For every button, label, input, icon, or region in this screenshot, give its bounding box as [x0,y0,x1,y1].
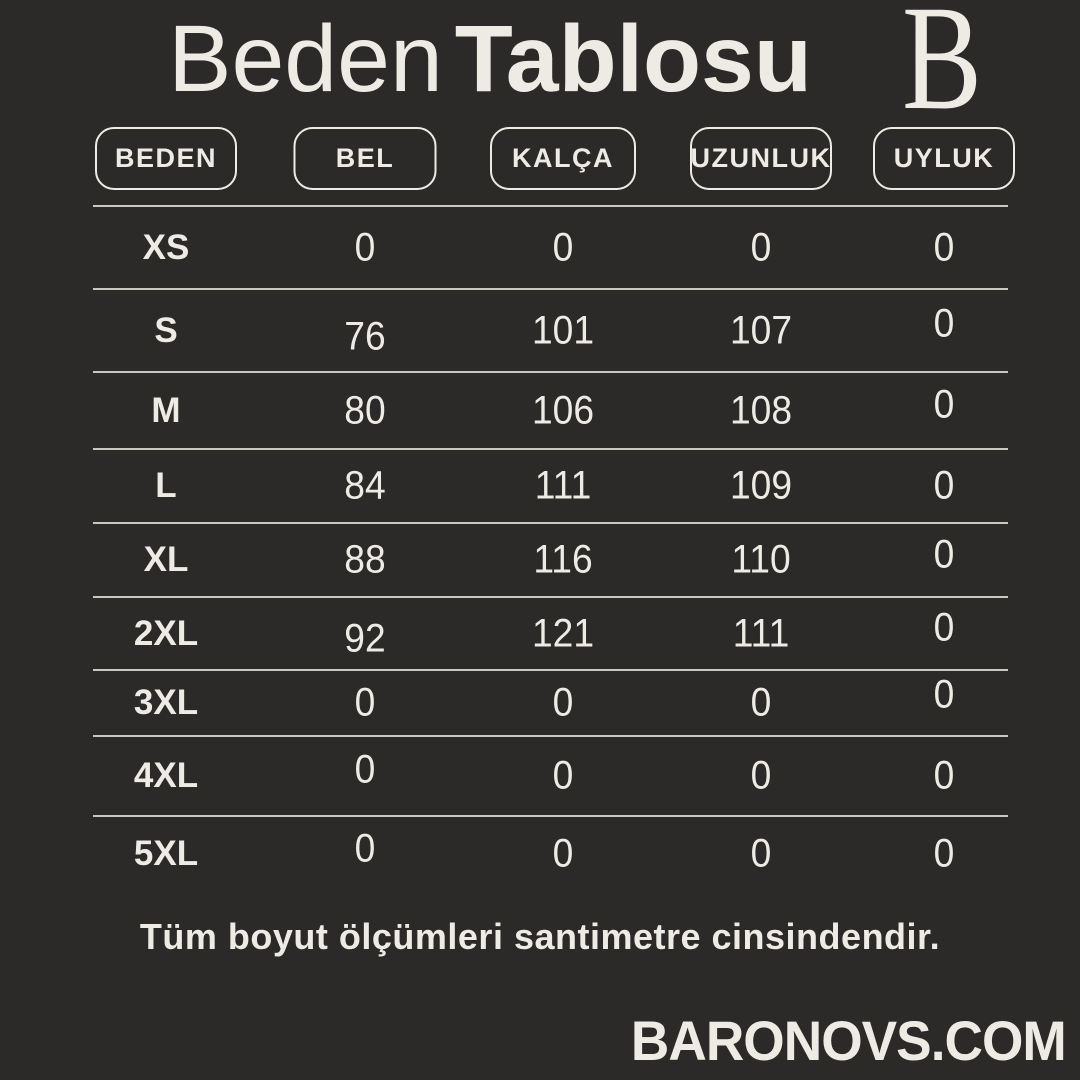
column-header-bel: BEL [293,127,437,190]
size-table: XS 0 0 0 0 S 76 101 107 0 M 80 106 108 0 L 84 111 109 0 XL 88… [93,205,1008,890]
cell-value: 110 [731,537,791,582]
cell-value: 101 [531,308,595,352]
cell-value: 84 [344,463,386,508]
size-label: XS [142,227,190,267]
cell-value: 92 [344,616,386,660]
cell-value: 0 [750,831,772,875]
cell-value: 0 [933,225,955,269]
cell-value: 0 [354,826,376,870]
cell-value: 0 [933,382,955,426]
size-label: XL [143,540,189,579]
cell-value: 0 [933,532,955,577]
size-label: 5XL [133,833,199,873]
cell-value: 111 [534,463,592,508]
size-label: M [151,390,181,430]
cell-value: 0 [750,680,772,725]
cell-value: 111 [732,611,790,655]
cell-value: 0 [552,831,574,875]
cell-value: 0 [354,747,376,792]
table-row-xs: XS 0 0 0 0 [93,207,1008,290]
cell-value: 0 [933,831,955,875]
size-label: 2XL [133,613,199,653]
cell-value: 0 [354,680,376,725]
cell-value: 88 [344,537,386,582]
brand-logo-letter: B [901,0,983,141]
cell-value: 80 [344,388,386,432]
cell-value: 0 [933,301,955,345]
table-header-row: BEDEN BEL KALÇA UZUNLUK UYLUK [93,127,1015,190]
footer-note: Tüm boyut ölçümleri santimetre cinsinden… [139,916,941,957]
cell-value: 0 [933,463,955,508]
column-header-kalça: KALÇA [490,127,636,190]
cell-value: 0 [933,672,955,717]
table-row-s: S 76 101 107 0 [93,290,1008,373]
title-word-bold: Tablosu [454,6,812,112]
page-title: Beden Tablosu [0,0,980,118]
cell-value: 0 [933,753,955,798]
cell-value: 107 [729,308,793,352]
table-row-xl: XL 88 116 110 0 [93,524,1008,598]
size-label: 4XL [133,756,199,795]
table-row-m: M 80 106 108 0 [93,373,1008,450]
table-row-4xl: 4XL 0 0 0 0 [93,737,1008,817]
title-word-regular: Beden [168,6,443,112]
cell-value: 76 [344,314,386,358]
size-label: 3XL [133,683,199,722]
cell-value: 121 [531,611,595,655]
cell-value: 0 [750,753,772,798]
column-header-uzunluk: UZUNLUK [690,127,832,190]
column-header-beden: BEDEN [95,127,237,190]
website-url: BARONOVS.COM [631,1009,1067,1072]
cell-value: 116 [533,537,593,582]
cell-value: 0 [933,605,955,649]
column-header-uyluk: UYLUK [873,127,1015,190]
cell-value: 0 [552,680,574,725]
cell-value: 109 [729,463,793,508]
table-row-3xl: 3XL 0 0 0 0 [93,671,1008,737]
cell-value: 106 [531,388,595,432]
cell-value: 0 [750,225,772,269]
size-label: L [155,466,177,505]
table-row-2xl: 2XL 92 121 111 0 [93,598,1008,671]
cell-value: 108 [729,388,793,432]
table-row-5xl: 5XL 0 0 0 0 [93,817,1008,890]
cell-value: 0 [552,225,574,269]
table-row-l: L 84 111 109 0 [93,450,1008,524]
cell-value: 0 [354,225,376,269]
size-label: S [154,310,178,350]
cell-value: 0 [552,753,574,798]
